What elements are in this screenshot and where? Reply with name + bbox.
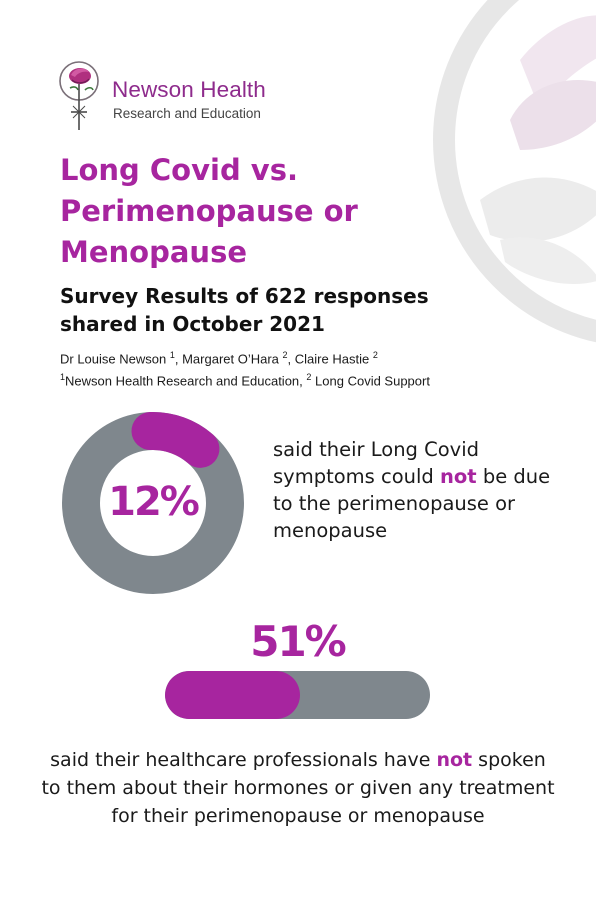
- page-title: Long Covid vs. Perimenopause or Menopaus…: [60, 150, 460, 273]
- author-2: Margaret O’Hara: [182, 351, 279, 367]
- logo-name: Newson Health: [112, 77, 266, 102]
- author-3-affiliation: 2: [372, 350, 378, 360]
- authors-line: Dr Louise Newson 1, Margaret O’Hara 2, C…: [60, 350, 378, 367]
- affiliation-2-marker: 2: [306, 372, 312, 383]
- logo-subtitle: Research and Education: [113, 106, 261, 121]
- newson-health-logo: Newson Health Research and Education: [58, 60, 288, 132]
- survey-subtitle: Survey Results of 622 responses shared i…: [60, 282, 480, 338]
- affiliation-1: Newson Health Research and Education,: [65, 373, 303, 389]
- subtitle-line-2: shared in October 2021: [60, 312, 325, 336]
- stat-1-text-after: be due to the perimenopause or menopause: [273, 465, 551, 542]
- subtitle-line-1: Survey Results of 622 responses: [60, 284, 429, 308]
- affiliations-line: 1Newson Health Research and Education, 2…: [60, 368, 430, 390]
- stat-2-percent: 51%: [250, 617, 347, 666]
- affiliation-1-marker: 1: [60, 372, 66, 383]
- affiliation-2: Long Covid Support: [315, 373, 430, 389]
- author-1-affiliation: 1: [169, 350, 175, 360]
- stat-1-emphasis: not: [440, 465, 477, 488]
- author-3: Claire Hastie: [294, 351, 370, 367]
- title-line-2: Perimenopause or: [60, 194, 358, 228]
- stat-2-emphasis: not: [436, 749, 473, 771]
- title-line-1: Long Covid vs.: [60, 153, 298, 187]
- donut-arc: [131, 412, 220, 468]
- stat-1-description: said their Long Covid symptoms could not…: [273, 436, 563, 544]
- progress-bar-track: [165, 671, 430, 719]
- title-line-3: Menopause: [60, 235, 247, 269]
- authors-block: Dr Louise Newson 1, Margaret O’Hara 2, C…: [60, 346, 430, 391]
- author-2-affiliation: 2: [282, 350, 288, 360]
- stat-1-percent: 12%: [108, 479, 200, 525]
- stat-1-text-before: said their Long Covid symptoms could: [273, 438, 480, 488]
- donut-chart: [62, 412, 244, 594]
- rose-icon: [59, 61, 99, 130]
- author-1: Dr Louise Newson: [60, 351, 167, 367]
- stat-2-text-after: spoken to them about their hormones or g…: [41, 749, 555, 827]
- stat-2-text-before: said their healthcare professionals have: [50, 749, 437, 771]
- progress-bar-fill: [165, 671, 301, 719]
- stat-2-description: said their healthcare professionals have…: [40, 746, 556, 830]
